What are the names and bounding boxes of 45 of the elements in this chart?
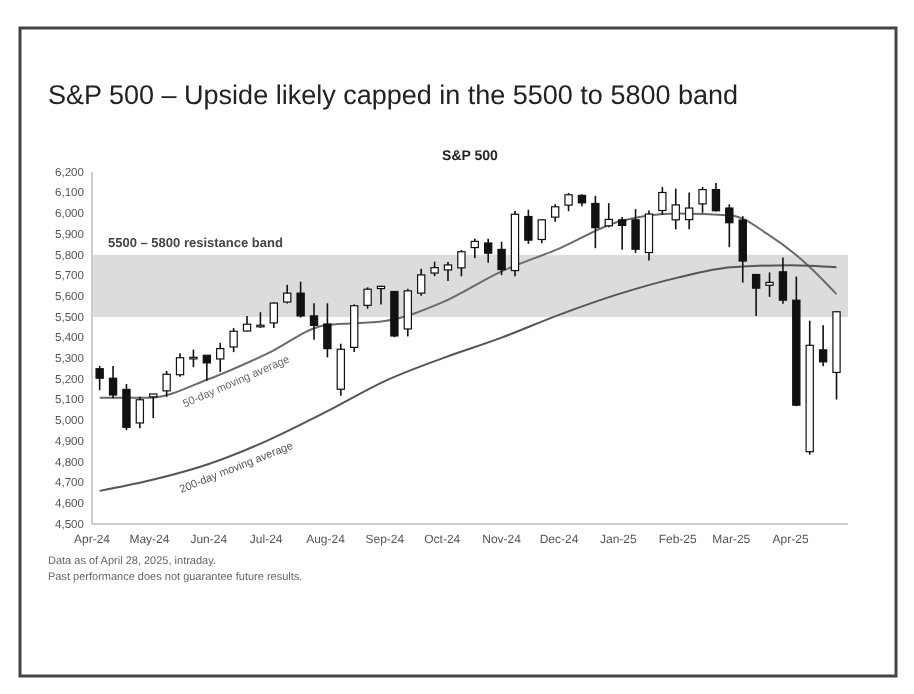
candlestick [336,343,346,397]
candlestick [644,209,654,262]
candlestick [497,240,506,276]
candlestick [765,271,774,298]
candlestick [390,290,399,339]
chart-title: S&P 500 – Upside likely capped in the 5500 to 5800 band [48,80,739,110]
candlestick [483,237,493,264]
candlestick [175,352,185,378]
candlestick [617,216,627,251]
candlestick [363,286,372,310]
candlestick [725,203,734,248]
candlestick [149,393,158,419]
candlestick [591,195,600,249]
candlestick [296,280,305,319]
candlestick [778,256,788,305]
candlestick [457,249,466,278]
candlestick [162,370,171,398]
candlestick [95,365,104,392]
candlestick [269,301,279,329]
candlestick [658,186,667,216]
candlestick [416,267,426,297]
candlestick [135,396,145,429]
candlestick [671,187,680,231]
line-series [98,264,838,492]
candlestick [443,261,453,282]
candlestick [684,191,694,231]
candlestick [108,365,118,400]
candlestick [564,192,573,212]
candlestick [818,324,828,368]
candlestick [202,354,212,382]
candlestick [537,218,546,245]
candlestick [738,215,747,284]
candlestick [229,327,238,353]
candlestick [524,208,533,245]
candlestick [309,302,319,341]
candlestick [403,287,412,338]
candlestick [698,186,707,214]
candlestick [350,303,359,353]
candlestick [751,273,761,317]
candlestick [711,182,721,213]
candlestick [631,208,640,254]
candlestick [122,383,131,431]
candlestick [323,302,332,359]
candlestick [216,342,225,373]
candlestick [470,237,479,259]
